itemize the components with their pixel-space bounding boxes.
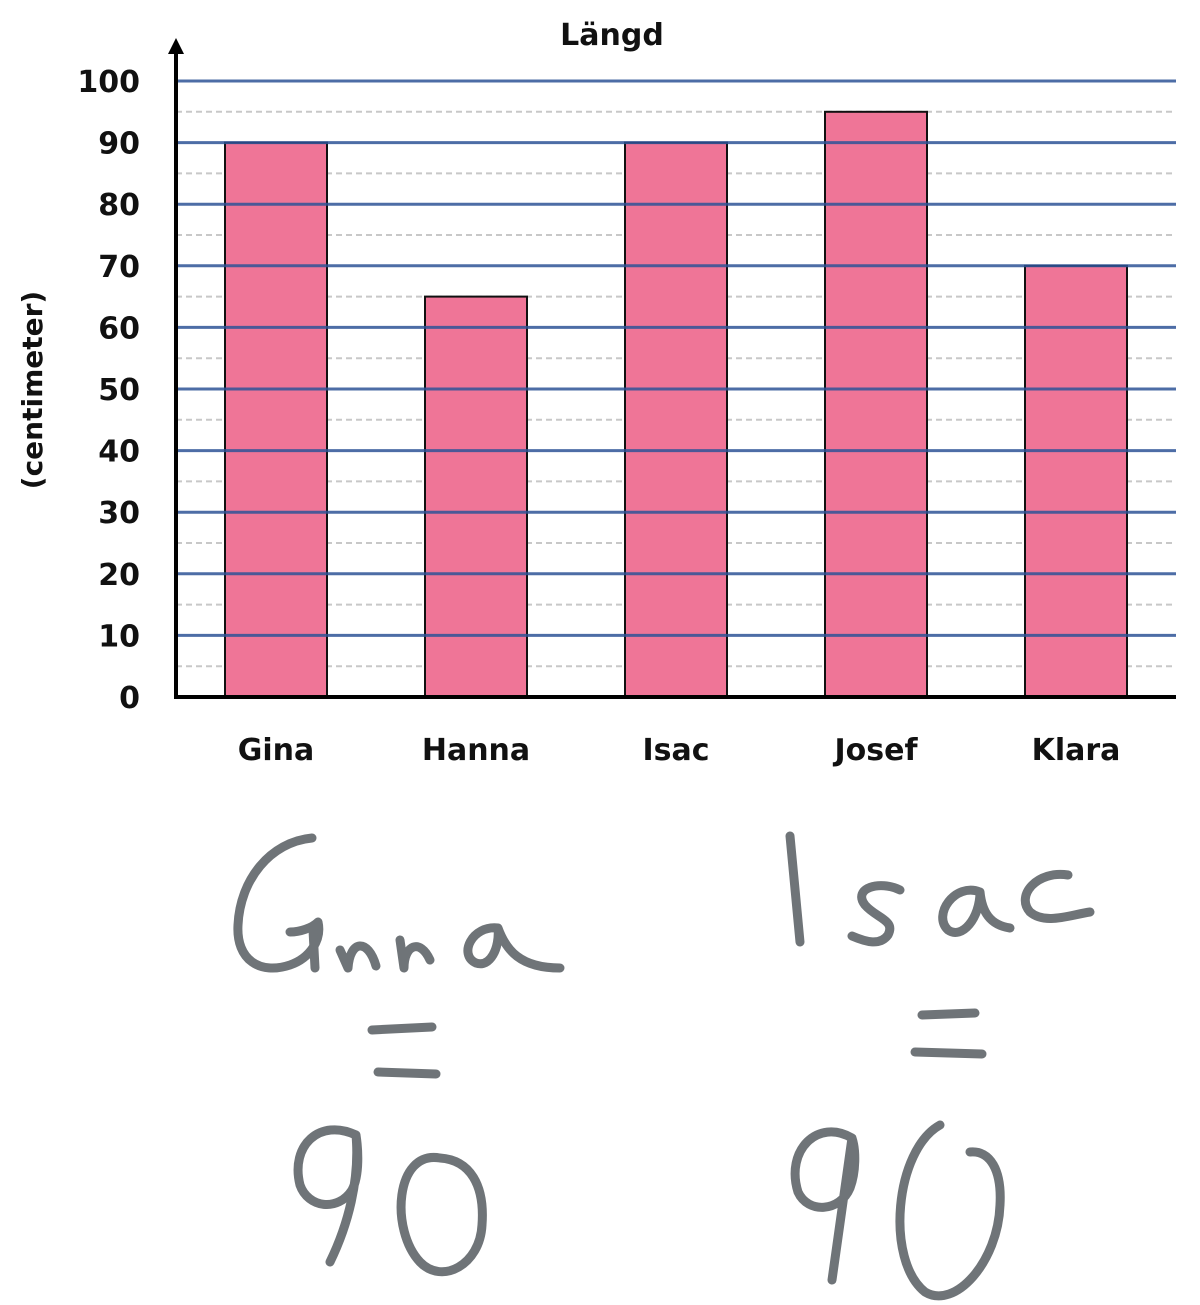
bar-klara <box>1024 264 1128 698</box>
y-tick-label: 90 <box>98 127 140 162</box>
chart-title: Längd <box>560 18 664 53</box>
y-tick-label: 70 <box>98 250 140 285</box>
bar-chart: 0 10 20 30 40 50 60 70 80 90 100 Gina Hanna Isac Jose… <box>16 18 1176 768</box>
y-tick-label: 10 <box>98 619 140 654</box>
bar-isac <box>624 141 728 699</box>
x-category-label: Hanna <box>422 733 530 768</box>
x-category-label: Gina <box>238 733 315 768</box>
handwriting-ninety-left <box>293 1125 487 1277</box>
y-tick-labels: 0 10 20 30 40 50 60 70 80 90 100 <box>77 65 140 716</box>
x-category-label: Isac <box>642 733 709 768</box>
y-tick-label: 30 <box>98 496 140 531</box>
y-tick-label: 0 <box>119 681 140 716</box>
y-tick-label: 60 <box>98 311 140 346</box>
y-tick-label: 20 <box>98 558 140 593</box>
bar-gina <box>224 141 328 699</box>
y-tick-label: 80 <box>98 188 140 223</box>
axes <box>168 38 1176 699</box>
x-category-label: Klara <box>1032 733 1121 768</box>
bar-hanna <box>424 295 528 698</box>
y-tick-label: 50 <box>98 373 140 408</box>
x-category-label: Josef <box>832 733 918 768</box>
category-labels: Gina Hanna Isac Josef Klara <box>238 733 1121 768</box>
bar-josef <box>824 110 928 699</box>
bars <box>176 79 1176 699</box>
handwriting-isac <box>785 831 1095 947</box>
y-tick-label: 100 <box>77 65 140 100</box>
handwriting-equals-left <box>367 1022 441 1079</box>
handwriting-equals-right <box>910 1008 987 1059</box>
y-axis-label: (centimeter) <box>16 291 49 489</box>
y-axis-arrow-icon <box>168 38 184 54</box>
handwriting-gina <box>233 833 565 973</box>
y-tick-label: 40 <box>98 435 140 470</box>
handwriting-ninety-right <box>790 1120 1005 1301</box>
